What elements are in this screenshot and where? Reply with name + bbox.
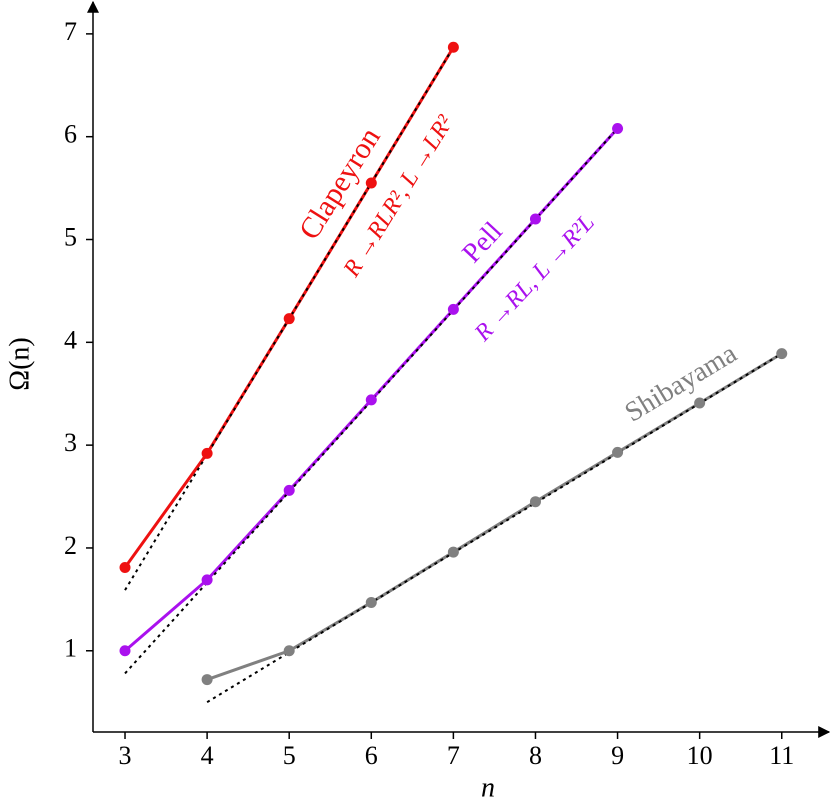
data-point <box>694 397 706 409</box>
y-tick-label: 4 <box>64 325 77 354</box>
data-point <box>529 213 541 225</box>
x-tick-label: 11 <box>769 741 794 770</box>
fit-line <box>206 352 783 704</box>
data-point <box>283 313 295 325</box>
y-tick-label: 7 <box>64 17 77 46</box>
data-point <box>612 446 624 458</box>
data-point <box>529 496 541 508</box>
y-tick-label: 2 <box>64 531 77 560</box>
y-tick-label: 3 <box>64 428 77 457</box>
data-point <box>447 303 459 315</box>
series-label: Pell <box>456 216 509 269</box>
data-point <box>365 177 377 189</box>
data-point <box>612 122 624 134</box>
x-tick-label: 6 <box>365 741 378 770</box>
x-axis-label: n <box>481 772 495 802</box>
data-point <box>201 447 213 459</box>
data-point <box>201 574 213 586</box>
data-point <box>119 561 131 573</box>
x-tick-label: 8 <box>529 741 542 770</box>
x-tick-label: 4 <box>201 741 214 770</box>
x-tick-label: 3 <box>119 741 132 770</box>
series-line <box>124 127 619 652</box>
x-tick-label: 7 <box>447 741 460 770</box>
y-tick-label: 1 <box>64 634 77 663</box>
data-point <box>365 596 377 608</box>
y-axis-label: Ω(n) <box>4 337 35 390</box>
data-point <box>283 645 295 657</box>
data-point <box>447 546 459 558</box>
data-point <box>119 645 131 657</box>
data-point <box>447 41 459 53</box>
y-tick-label: 6 <box>64 120 77 149</box>
data-point <box>365 394 377 406</box>
x-tick-label: 5 <box>283 741 296 770</box>
x-tick-label: 10 <box>687 741 713 770</box>
data-point <box>201 674 213 686</box>
x-tick-label: 9 <box>611 741 624 770</box>
data-point <box>776 348 788 360</box>
data-point <box>283 484 295 496</box>
y-tick-label: 5 <box>64 222 77 251</box>
